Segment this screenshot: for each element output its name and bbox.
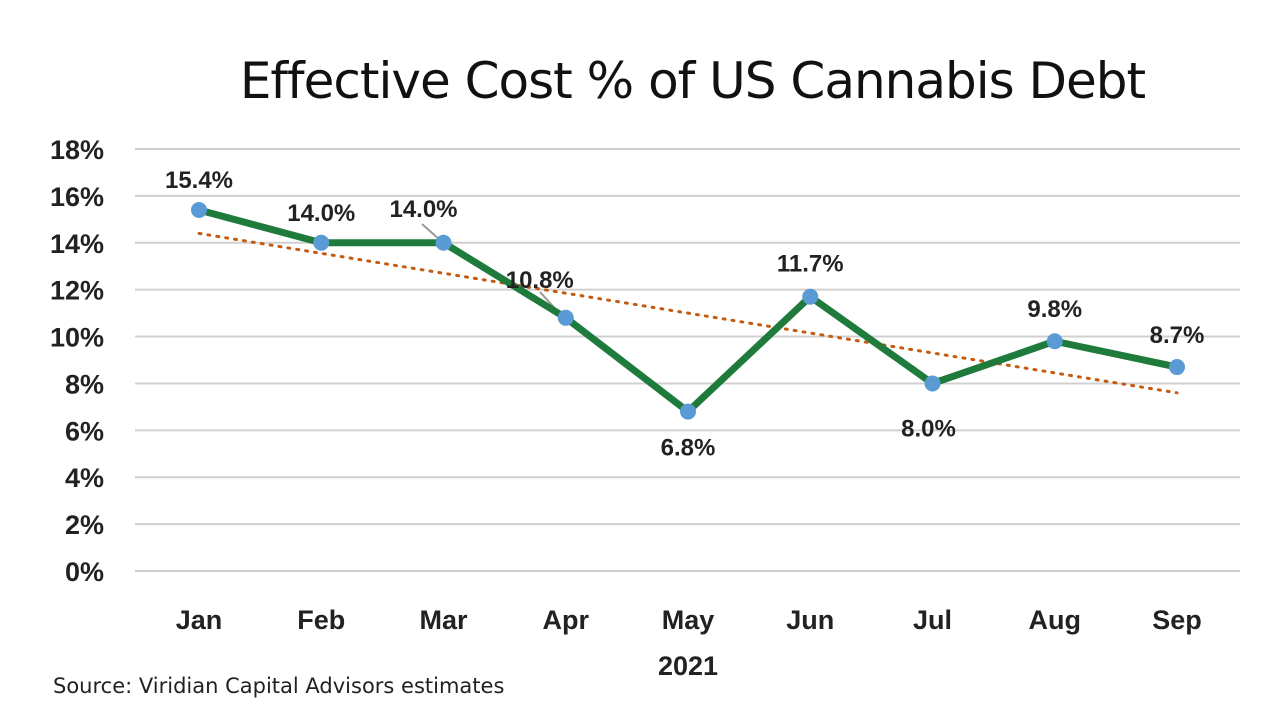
data-point: [924, 375, 941, 392]
data-label: 8.0%: [901, 415, 956, 442]
x-tick-label: Mar: [419, 605, 468, 635]
data-label: 10.8%: [506, 267, 574, 294]
data-point: [802, 288, 819, 305]
y-tick-label: 2%: [65, 510, 104, 540]
y-tick-label: 12%: [50, 276, 104, 306]
data-point: [435, 234, 452, 251]
data-label: 6.8%: [661, 435, 716, 462]
data-label: 14.0%: [389, 196, 457, 223]
leader-line: [421, 223, 441, 241]
data-label: 15.4%: [165, 167, 233, 194]
data-point: [313, 234, 330, 251]
data-label: 8.7%: [1150, 322, 1205, 349]
source-note: Source: Viridian Capital Advisors estima…: [53, 674, 505, 698]
y-tick-label: 8%: [65, 369, 104, 399]
data-point: [1169, 359, 1185, 376]
x-tick-label: Aug: [1029, 605, 1081, 635]
x-tick-label: Jun: [786, 605, 834, 635]
y-tick-label: 18%: [50, 135, 104, 165]
data-label: 11.7%: [777, 251, 844, 278]
y-tick-label: 14%: [50, 229, 104, 259]
x-tick-label: Feb: [297, 605, 345, 635]
y-tick-label: 10%: [50, 323, 104, 353]
data-point: [1046, 333, 1063, 350]
data-point: [680, 403, 696, 420]
y-tick-label: 4%: [65, 463, 104, 493]
x-tick-label: Apr: [543, 605, 590, 635]
y-tick-label: 16%: [50, 182, 104, 212]
y-tick-label: 0%: [65, 557, 104, 587]
y-tick-label: 6%: [65, 416, 104, 446]
chart-title: Effective Cost % of US Cannabis Debt: [239, 52, 1146, 110]
x-axis-label: 2021: [658, 651, 718, 681]
data-label: 14.0%: [287, 200, 355, 227]
data-point: [191, 201, 207, 218]
x-tick-label: Jul: [913, 605, 952, 635]
x-tick-label: Jan: [176, 605, 223, 635]
x-tick-label: Sep: [1152, 605, 1202, 635]
x-tick-label: May: [662, 605, 715, 635]
data-label: 9.8%: [1027, 296, 1082, 323]
data-point: [557, 309, 574, 326]
trend-line: [197, 231, 1179, 395]
